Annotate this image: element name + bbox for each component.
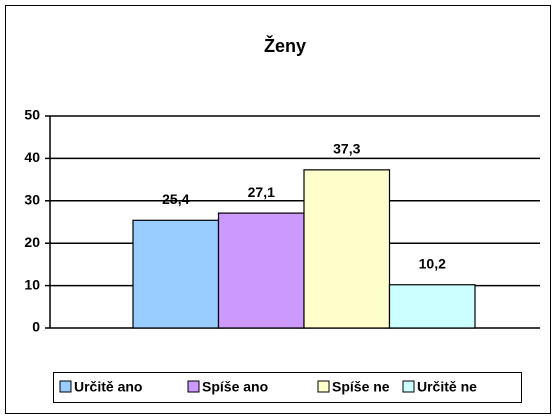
legend-label: Spíše ano: [202, 379, 268, 395]
legend-marker: [402, 380, 415, 393]
legend-label: Určitě ne: [417, 379, 477, 395]
legend-marker: [187, 380, 200, 393]
chart-title: Ženy: [264, 35, 306, 56]
y-tick-label: 10: [24, 276, 40, 292]
legend-label: Určitě ano: [74, 379, 142, 395]
bar: [217, 212, 305, 329]
y-tick-label: 30: [24, 192, 40, 208]
legend-marker: [317, 380, 330, 393]
y-tick-label: 50: [24, 107, 40, 123]
legend-box: [53, 372, 522, 403]
legend-marker: [59, 380, 72, 393]
bar: [132, 219, 220, 329]
y-tick-label: 40: [24, 149, 40, 165]
chart-border: [5, 5, 551, 414]
bar: [303, 169, 391, 329]
value-label: 10,2: [419, 255, 446, 271]
y-tick-label: 0: [32, 319, 40, 335]
legend-label: Spíše ne: [332, 379, 390, 395]
y-tick-label: 20: [24, 234, 40, 250]
value-label: 27,1: [248, 184, 275, 200]
value-label: 37,3: [333, 141, 360, 157]
bar: [388, 284, 476, 329]
value-label: 25,4: [162, 191, 189, 207]
